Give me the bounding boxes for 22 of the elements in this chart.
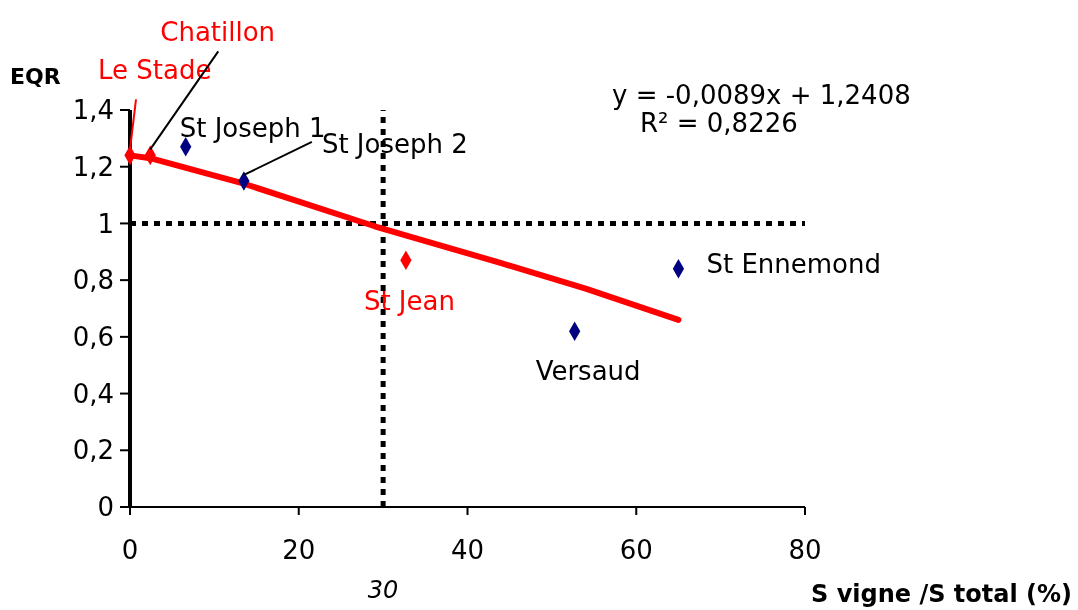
x-axis-title: S vigne /S total (%)	[810, 580, 1072, 608]
y-tick-label: 0,2	[72, 435, 114, 466]
y-tick-label: 0,4	[72, 378, 114, 409]
x-tick-label: 60	[619, 535, 653, 565]
annotation: St Jean	[363, 286, 455, 317]
x-tick-label: 40	[450, 535, 485, 565]
annotation: Versaud	[535, 356, 641, 387]
annotation: R² = 0,8226	[640, 108, 798, 138]
annotation: y = -0,0089x + 1,2408	[612, 80, 911, 110]
x-tick-label: 0	[121, 535, 139, 565]
y-tick-label: 0,6	[72, 321, 114, 352]
x-tick-label: 80	[788, 535, 822, 565]
annotation: Chatillon	[160, 17, 276, 48]
y-tick-label: 0,8	[72, 265, 114, 296]
y-tick-label: 1,4	[72, 95, 114, 126]
y-tick-label: 1	[97, 208, 114, 239]
ref-line-label: 30	[367, 576, 399, 604]
x-tick-label: 20	[282, 535, 316, 565]
annotation: St Ennemond	[706, 248, 881, 279]
y-axis-title: EQR	[10, 64, 61, 89]
y-tick-label: 0	[97, 492, 114, 523]
y-tick-label: 1,2	[72, 151, 114, 182]
